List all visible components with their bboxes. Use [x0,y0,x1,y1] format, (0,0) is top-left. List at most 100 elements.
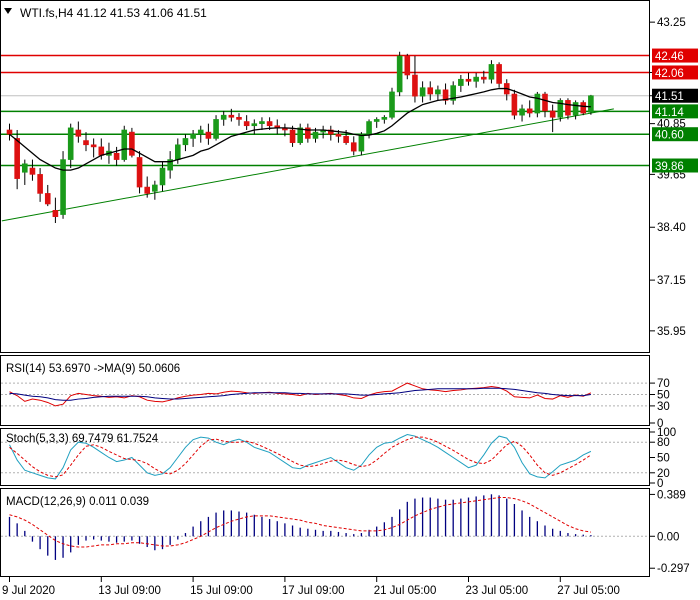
rsi-pane-frame [0,355,650,426]
candle-body [6,129,13,135]
level-label-42.46: 42.46 [655,51,684,63]
candle-body [213,119,219,139]
horizontal-levels [1,54,649,167]
candle-body [450,85,457,101]
current-price-label: 41.51 [655,91,684,103]
candle-body [44,193,51,205]
candle-body [312,131,319,139]
candle-body [175,144,181,160]
time-axis: 9 Jul 2020 13 Jul 09:00 15 Jul 09:00 17 Jul… [2,577,620,597]
stoch-tick-label: 0 [657,478,663,490]
candle-body [297,127,304,143]
candle-body [373,119,380,122]
candle-body [381,116,388,120]
macd-signal-line [9,497,591,548]
current-price-box [652,88,698,103]
candle-body [228,114,235,118]
rsi-tick-label: 0 [657,418,663,430]
macd-tick-label: 0.00 [657,531,679,543]
candle-body [435,89,441,95]
candle-body [534,93,541,114]
moving-average-group [9,87,591,171]
price-tick-label: 38.40 [657,222,686,234]
trendline-group [1,108,614,222]
candle-body [335,133,342,137]
candle-body [343,136,349,143]
candle-body [580,102,587,114]
candle-body [251,123,258,127]
main-title: WTI.fs,H4 41.12 41.53 41.06 41.51 [20,6,207,20]
level-labels: 42.46 42.06 41.14 40.60 39.86 41.51 [652,48,698,173]
candle-body [259,121,265,124]
candle-body [496,64,502,84]
candle-body [549,110,556,118]
level-label-box [652,65,698,80]
candle-body [67,127,74,160]
candle-body [75,129,82,137]
time-tick-label: 9 Jul 2020 [2,585,55,597]
macd-tick-label: -0.297 [657,563,690,575]
candle-body [511,93,518,116]
time-tick-label: 21 Jul 05:00 [374,585,437,597]
stoch-title: Stoch(5,3,3) 69.7479 61.7524 [6,433,159,445]
rsi-ma-line [9,387,591,401]
candle-body [465,78,472,82]
main-title-group: WTI.fs,H4 41.12 41.53 41.06 41.51 [4,6,207,20]
stoch-tick-label: 50 [657,453,670,465]
candle-body [542,93,548,112]
dropdown-triangle-icon[interactable] [4,8,12,14]
stoch-main-line [9,434,592,480]
time-tick-label: 17 Jul 09:00 [282,585,345,597]
time-tick-label: 15 Jul 09:00 [190,585,253,597]
candle-body [419,87,426,97]
candle-body [565,100,571,116]
candle-body [519,108,525,116]
candle-body [29,167,36,175]
macd-tick-label: 0.389 [657,489,686,501]
price-tick-label: 43.25 [657,17,686,29]
candle-body [83,140,89,146]
macd-pane: 0.389 0.00 -0.297 [1,489,690,575]
rsi-tick-label: 70 [657,378,670,390]
candle-body [396,55,403,93]
candle-body [327,129,334,135]
macd-title: MACD(12,26,9) 0.011 0.039 [6,496,149,508]
time-tick-label: 23 Jul 05:00 [466,585,529,597]
level-label-40.60: 40.60 [655,130,684,142]
time-tick-label: 13 Jul 09:00 [98,585,161,597]
candle-body [236,116,242,120]
candle-body [458,78,464,86]
candle-body [182,138,189,146]
candle-body [113,152,120,160]
candle-body [557,100,564,118]
price-tick-label: 40.85 [657,119,686,131]
price-tick-label: 35.95 [657,326,686,338]
level-label-41.14: 41.14 [655,107,684,119]
candle-body [266,121,273,127]
candle-body [305,127,311,139]
candle-body [90,144,97,148]
price-pane-frame [0,0,650,353]
candle-body [14,138,20,179]
candle-body [473,76,479,82]
candle-body [136,157,143,188]
level-label-39.86: 39.86 [655,161,684,173]
candle-body [98,146,105,156]
rsi-line [9,382,592,407]
stoch-tick-label: 80 [657,437,670,449]
candle-body [52,210,59,217]
candle-body [190,133,196,139]
rsi-tick-label: 30 [657,401,670,413]
candle-body [588,95,594,113]
candle-body [152,184,158,192]
candle-body [159,167,166,186]
candle-body [427,87,434,95]
candle-body [37,174,43,194]
trendline [1,108,614,222]
rsi-tick-label: 50 [657,390,670,402]
stoch-tick-label: 20 [657,468,670,480]
candle-body [289,129,296,143]
candle-body [60,159,66,215]
